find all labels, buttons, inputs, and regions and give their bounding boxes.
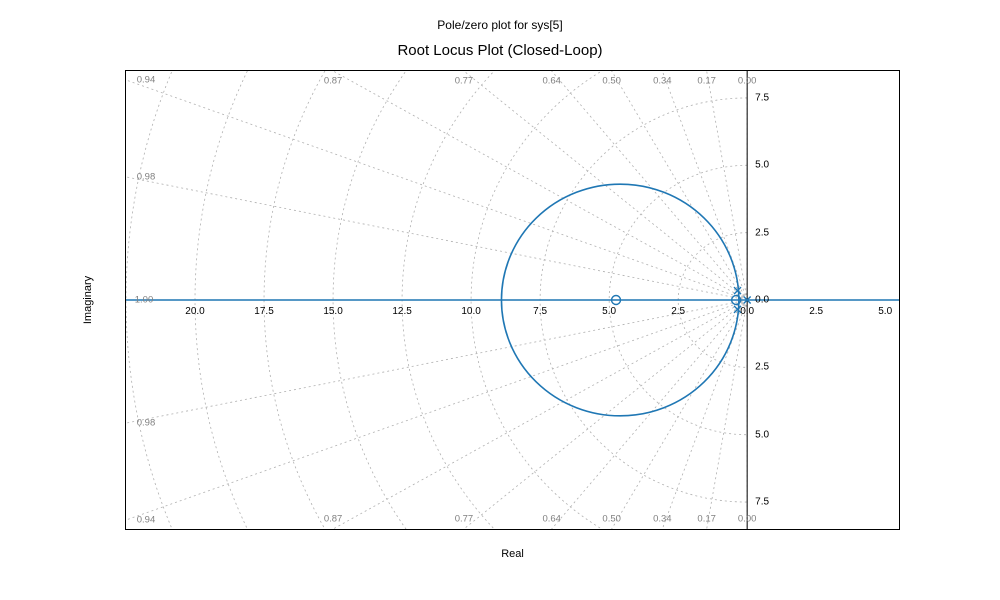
x-tick-label: 2.5 bbox=[809, 306, 823, 317]
x-tick-label: 7.5 bbox=[533, 306, 547, 317]
figure-suptitle: Pole/zero plot for sys[5] bbox=[0, 18, 1000, 32]
x-tick-label: 12.5 bbox=[392, 306, 411, 317]
damping-label: 0.94 bbox=[137, 74, 156, 85]
y-tick-label: 7.5 bbox=[755, 497, 769, 508]
y-tick-label: 5.0 bbox=[755, 160, 769, 171]
axes-title: Root Locus Plot (Closed-Loop) bbox=[0, 42, 1000, 59]
damping-label: 0.98 bbox=[137, 418, 156, 429]
x-tick-label: 0.0 bbox=[740, 306, 754, 317]
damping-label: 0.94 bbox=[137, 515, 156, 526]
damping-label: 0.98 bbox=[137, 171, 156, 182]
x-tick-label: 20.0 bbox=[185, 306, 204, 317]
x-tick-label: 15.0 bbox=[323, 306, 342, 317]
x-tick-label: 17.5 bbox=[254, 306, 273, 317]
damping-label: 0.17 bbox=[697, 76, 716, 87]
damping-label: 0.77 bbox=[455, 514, 474, 525]
y-tick-label: 5.0 bbox=[755, 429, 769, 440]
damping-label: 0.00 bbox=[738, 76, 757, 87]
damping-label: 0.00 bbox=[738, 514, 757, 525]
y-axis-label: Imaginary bbox=[82, 276, 94, 324]
damping-label: 0.50 bbox=[602, 76, 621, 87]
x-tick-label: 2.5 bbox=[671, 306, 685, 317]
x-tick-label: 5.0 bbox=[602, 306, 616, 317]
figure: Pole/zero plot for sys[5] Root Locus Plo… bbox=[0, 0, 1000, 600]
plot-svg bbox=[126, 71, 899, 529]
damping-label: 0.17 bbox=[697, 514, 716, 525]
damping-label: 0.34 bbox=[653, 76, 672, 87]
x-axis-label: Real bbox=[125, 548, 900, 560]
damping-label: 0.50 bbox=[602, 514, 621, 525]
damping-label: 0.64 bbox=[542, 76, 561, 87]
damping-label: 1.00 bbox=[135, 295, 154, 306]
plot-area: 20.0 17.5 15.0 12.5 10.0 7.5 5.0 2.5 0.0 2.5 5.0 7.… bbox=[125, 70, 900, 530]
x-tick-label: 10.0 bbox=[461, 306, 480, 317]
damping-label: 0.77 bbox=[455, 76, 474, 87]
y-tick-label: 2.5 bbox=[755, 362, 769, 373]
damping-label: 0.87 bbox=[324, 76, 343, 87]
damping-label: 0.34 bbox=[653, 514, 672, 525]
damping-label: 0.64 bbox=[542, 514, 561, 525]
y-tick-label: 2.5 bbox=[755, 227, 769, 238]
x-tick-label: 5.0 bbox=[878, 306, 892, 317]
damping-label: 0.87 bbox=[324, 514, 343, 525]
y-tick-label: 7.5 bbox=[755, 92, 769, 103]
y-tick-label: 0.0 bbox=[755, 295, 769, 306]
